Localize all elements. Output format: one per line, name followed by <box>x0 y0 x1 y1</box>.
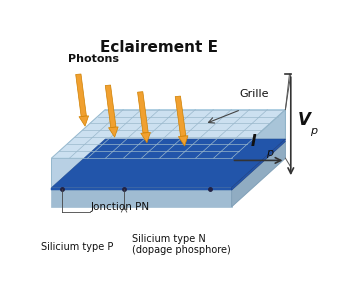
Polygon shape <box>105 85 116 127</box>
Text: Silicium type N
(dopage phosphore): Silicium type N (dopage phosphore) <box>132 234 231 255</box>
Polygon shape <box>51 188 232 190</box>
Polygon shape <box>51 139 285 188</box>
Polygon shape <box>51 110 285 158</box>
Text: p: p <box>266 148 273 158</box>
Polygon shape <box>141 132 150 143</box>
Polygon shape <box>137 92 148 133</box>
Text: Grille: Grille <box>240 89 269 99</box>
Text: I: I <box>250 134 256 149</box>
Polygon shape <box>109 127 118 137</box>
Polygon shape <box>232 141 285 207</box>
Polygon shape <box>51 141 285 190</box>
Text: Jonction PN: Jonction PN <box>91 202 150 212</box>
Text: p: p <box>310 126 317 135</box>
Polygon shape <box>178 136 188 146</box>
Text: V: V <box>297 110 310 129</box>
Text: Photons: Photons <box>68 54 119 64</box>
Polygon shape <box>51 158 232 188</box>
Polygon shape <box>51 190 232 207</box>
Text: Eclairement E: Eclairement E <box>100 40 218 55</box>
Polygon shape <box>175 96 186 136</box>
Polygon shape <box>76 74 86 117</box>
Polygon shape <box>232 110 285 188</box>
Polygon shape <box>232 139 285 190</box>
Polygon shape <box>79 116 88 126</box>
Text: Silicium type P: Silicium type P <box>41 242 113 252</box>
